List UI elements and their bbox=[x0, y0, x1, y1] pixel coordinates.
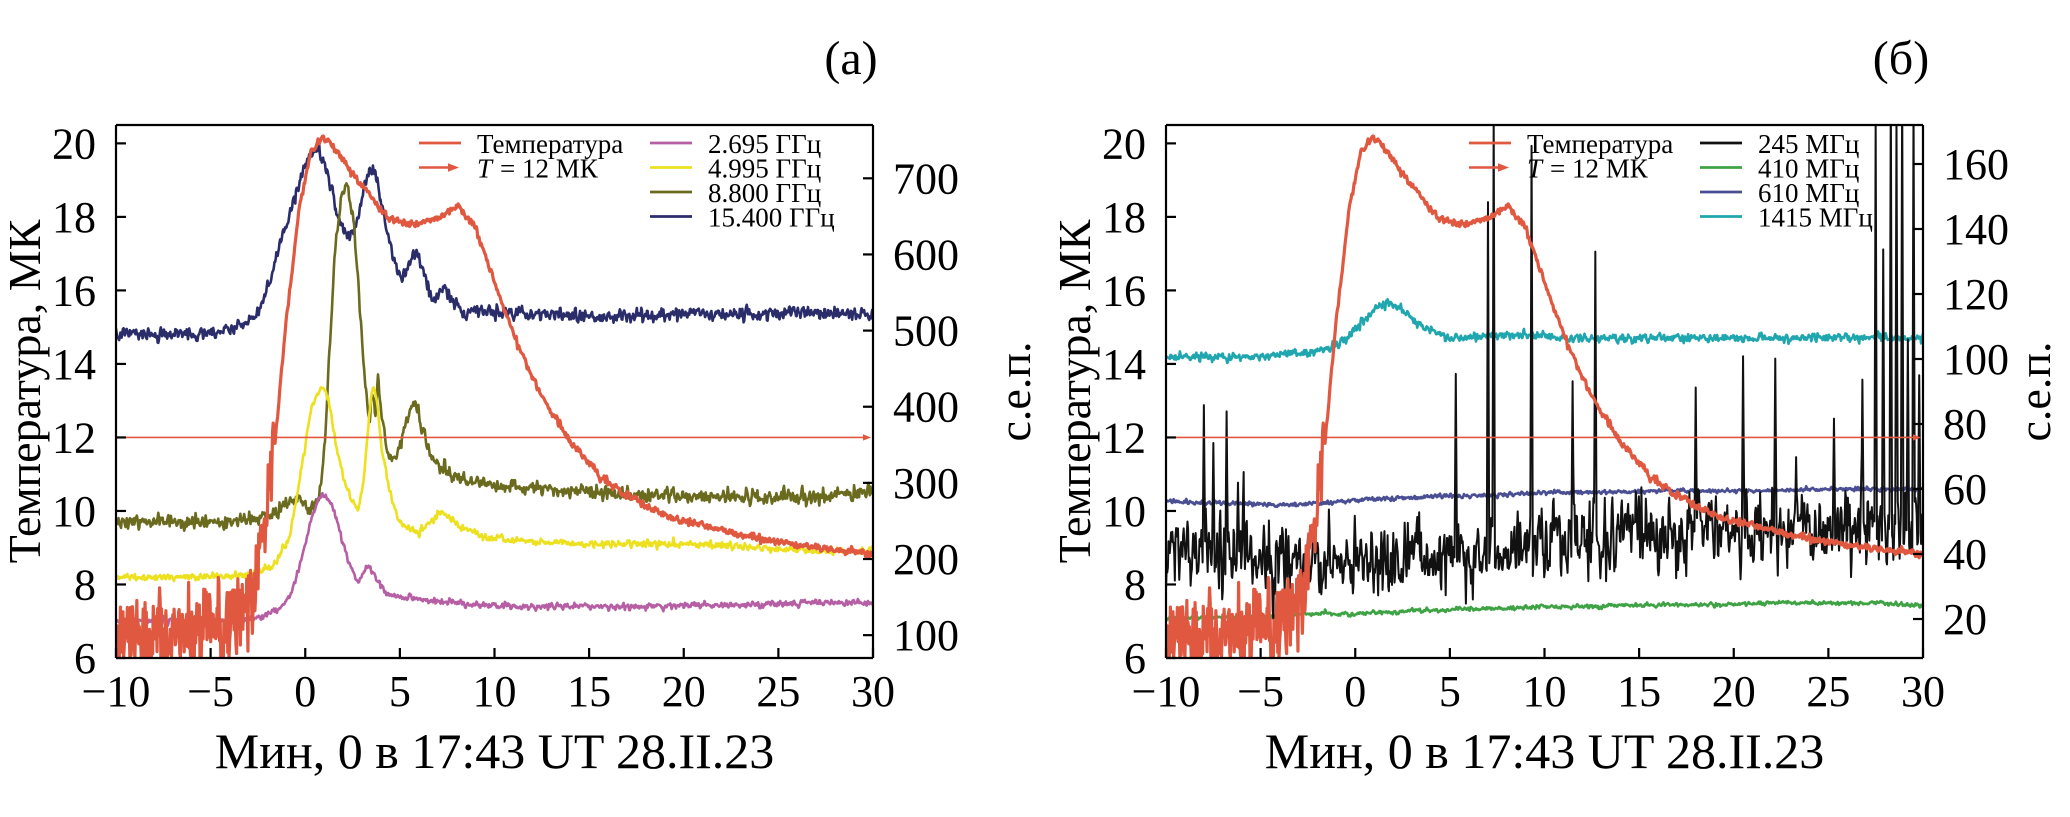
svg-text:8: 8 bbox=[74, 560, 96, 609]
svg-text:140: 140 bbox=[1943, 205, 2009, 254]
svg-text:80: 80 bbox=[1943, 400, 1987, 449]
svg-text:−10: −10 bbox=[82, 667, 151, 716]
svg-text:100: 100 bbox=[893, 611, 959, 660]
svg-text:20: 20 bbox=[52, 119, 96, 168]
svg-text:Температура, МК: Температура, МК bbox=[0, 219, 50, 563]
svg-text:= 12 МК: = 12 МК bbox=[1550, 154, 1649, 184]
svg-text:15: 15 bbox=[1617, 667, 1661, 716]
svg-text:−5: −5 bbox=[187, 667, 234, 716]
svg-text:20: 20 bbox=[1943, 595, 1987, 644]
svg-text:100: 100 bbox=[1943, 335, 2009, 384]
svg-text:10: 10 bbox=[473, 667, 517, 716]
svg-text:400: 400 bbox=[893, 383, 959, 432]
svg-text:16: 16 bbox=[52, 266, 96, 315]
svg-text:600: 600 bbox=[893, 230, 959, 279]
svg-text:25: 25 bbox=[756, 667, 800, 716]
svg-text:(а): (а) bbox=[824, 32, 877, 85]
svg-text:18: 18 bbox=[1102, 193, 1146, 242]
svg-text:120: 120 bbox=[1943, 270, 2009, 319]
svg-text:Мин, 0 в 17:43 UT 28.II.23: Мин, 0 в 17:43 UT 28.II.23 bbox=[215, 723, 775, 779]
svg-text:10: 10 bbox=[1523, 667, 1567, 716]
svg-text:20: 20 bbox=[662, 667, 706, 716]
svg-text:−5: −5 bbox=[1237, 667, 1284, 716]
svg-text:160: 160 bbox=[1943, 140, 2009, 189]
svg-text:700: 700 bbox=[893, 154, 959, 203]
svg-text:с.е.п.: с.е.п. bbox=[989, 342, 1040, 442]
svg-text:15.400 ГГц: 15.400 ГГц bbox=[708, 203, 835, 233]
svg-text:25: 25 bbox=[1806, 667, 1850, 716]
svg-text:Температура, МК: Температура, МК bbox=[1050, 219, 1100, 563]
svg-text:= 12 МК: = 12 МК bbox=[500, 154, 599, 184]
svg-text:30: 30 bbox=[851, 667, 895, 716]
svg-text:14: 14 bbox=[52, 340, 96, 389]
svg-text:18: 18 bbox=[52, 193, 96, 242]
svg-text:500: 500 bbox=[893, 307, 959, 356]
svg-text:10: 10 bbox=[52, 487, 96, 536]
svg-text:5: 5 bbox=[1439, 667, 1461, 716]
svg-text:−10: −10 bbox=[1132, 667, 1201, 716]
svg-text:30: 30 bbox=[1901, 667, 1945, 716]
svg-text:20: 20 bbox=[1102, 119, 1146, 168]
svg-text:5: 5 bbox=[389, 667, 411, 716]
svg-text:Мин, 0 в 17:43 UT 28.II.23: Мин, 0 в 17:43 UT 28.II.23 bbox=[1265, 723, 1825, 779]
svg-text:20: 20 bbox=[1712, 667, 1756, 716]
svg-text:8: 8 bbox=[1124, 560, 1146, 609]
svg-text:12: 12 bbox=[52, 413, 96, 462]
svg-text:T: T bbox=[1527, 154, 1544, 184]
svg-text:T: T bbox=[477, 154, 494, 184]
svg-text:14: 14 bbox=[1102, 340, 1146, 389]
svg-text:0: 0 bbox=[1344, 667, 1366, 716]
svg-text:с.е.п.: с.е.п. bbox=[2009, 342, 2060, 442]
svg-text:12: 12 bbox=[1102, 413, 1146, 462]
svg-text:15: 15 bbox=[567, 667, 611, 716]
svg-text:40: 40 bbox=[1943, 530, 1987, 579]
svg-text:200: 200 bbox=[893, 535, 959, 584]
svg-text:10: 10 bbox=[1102, 487, 1146, 536]
svg-text:1415 МГц: 1415 МГц bbox=[1758, 203, 1873, 233]
svg-text:16: 16 bbox=[1102, 266, 1146, 315]
svg-text:60: 60 bbox=[1943, 465, 1987, 514]
svg-text:0: 0 bbox=[294, 667, 316, 716]
svg-text:300: 300 bbox=[893, 459, 959, 508]
svg-text:(б): (б) bbox=[1873, 32, 1929, 85]
